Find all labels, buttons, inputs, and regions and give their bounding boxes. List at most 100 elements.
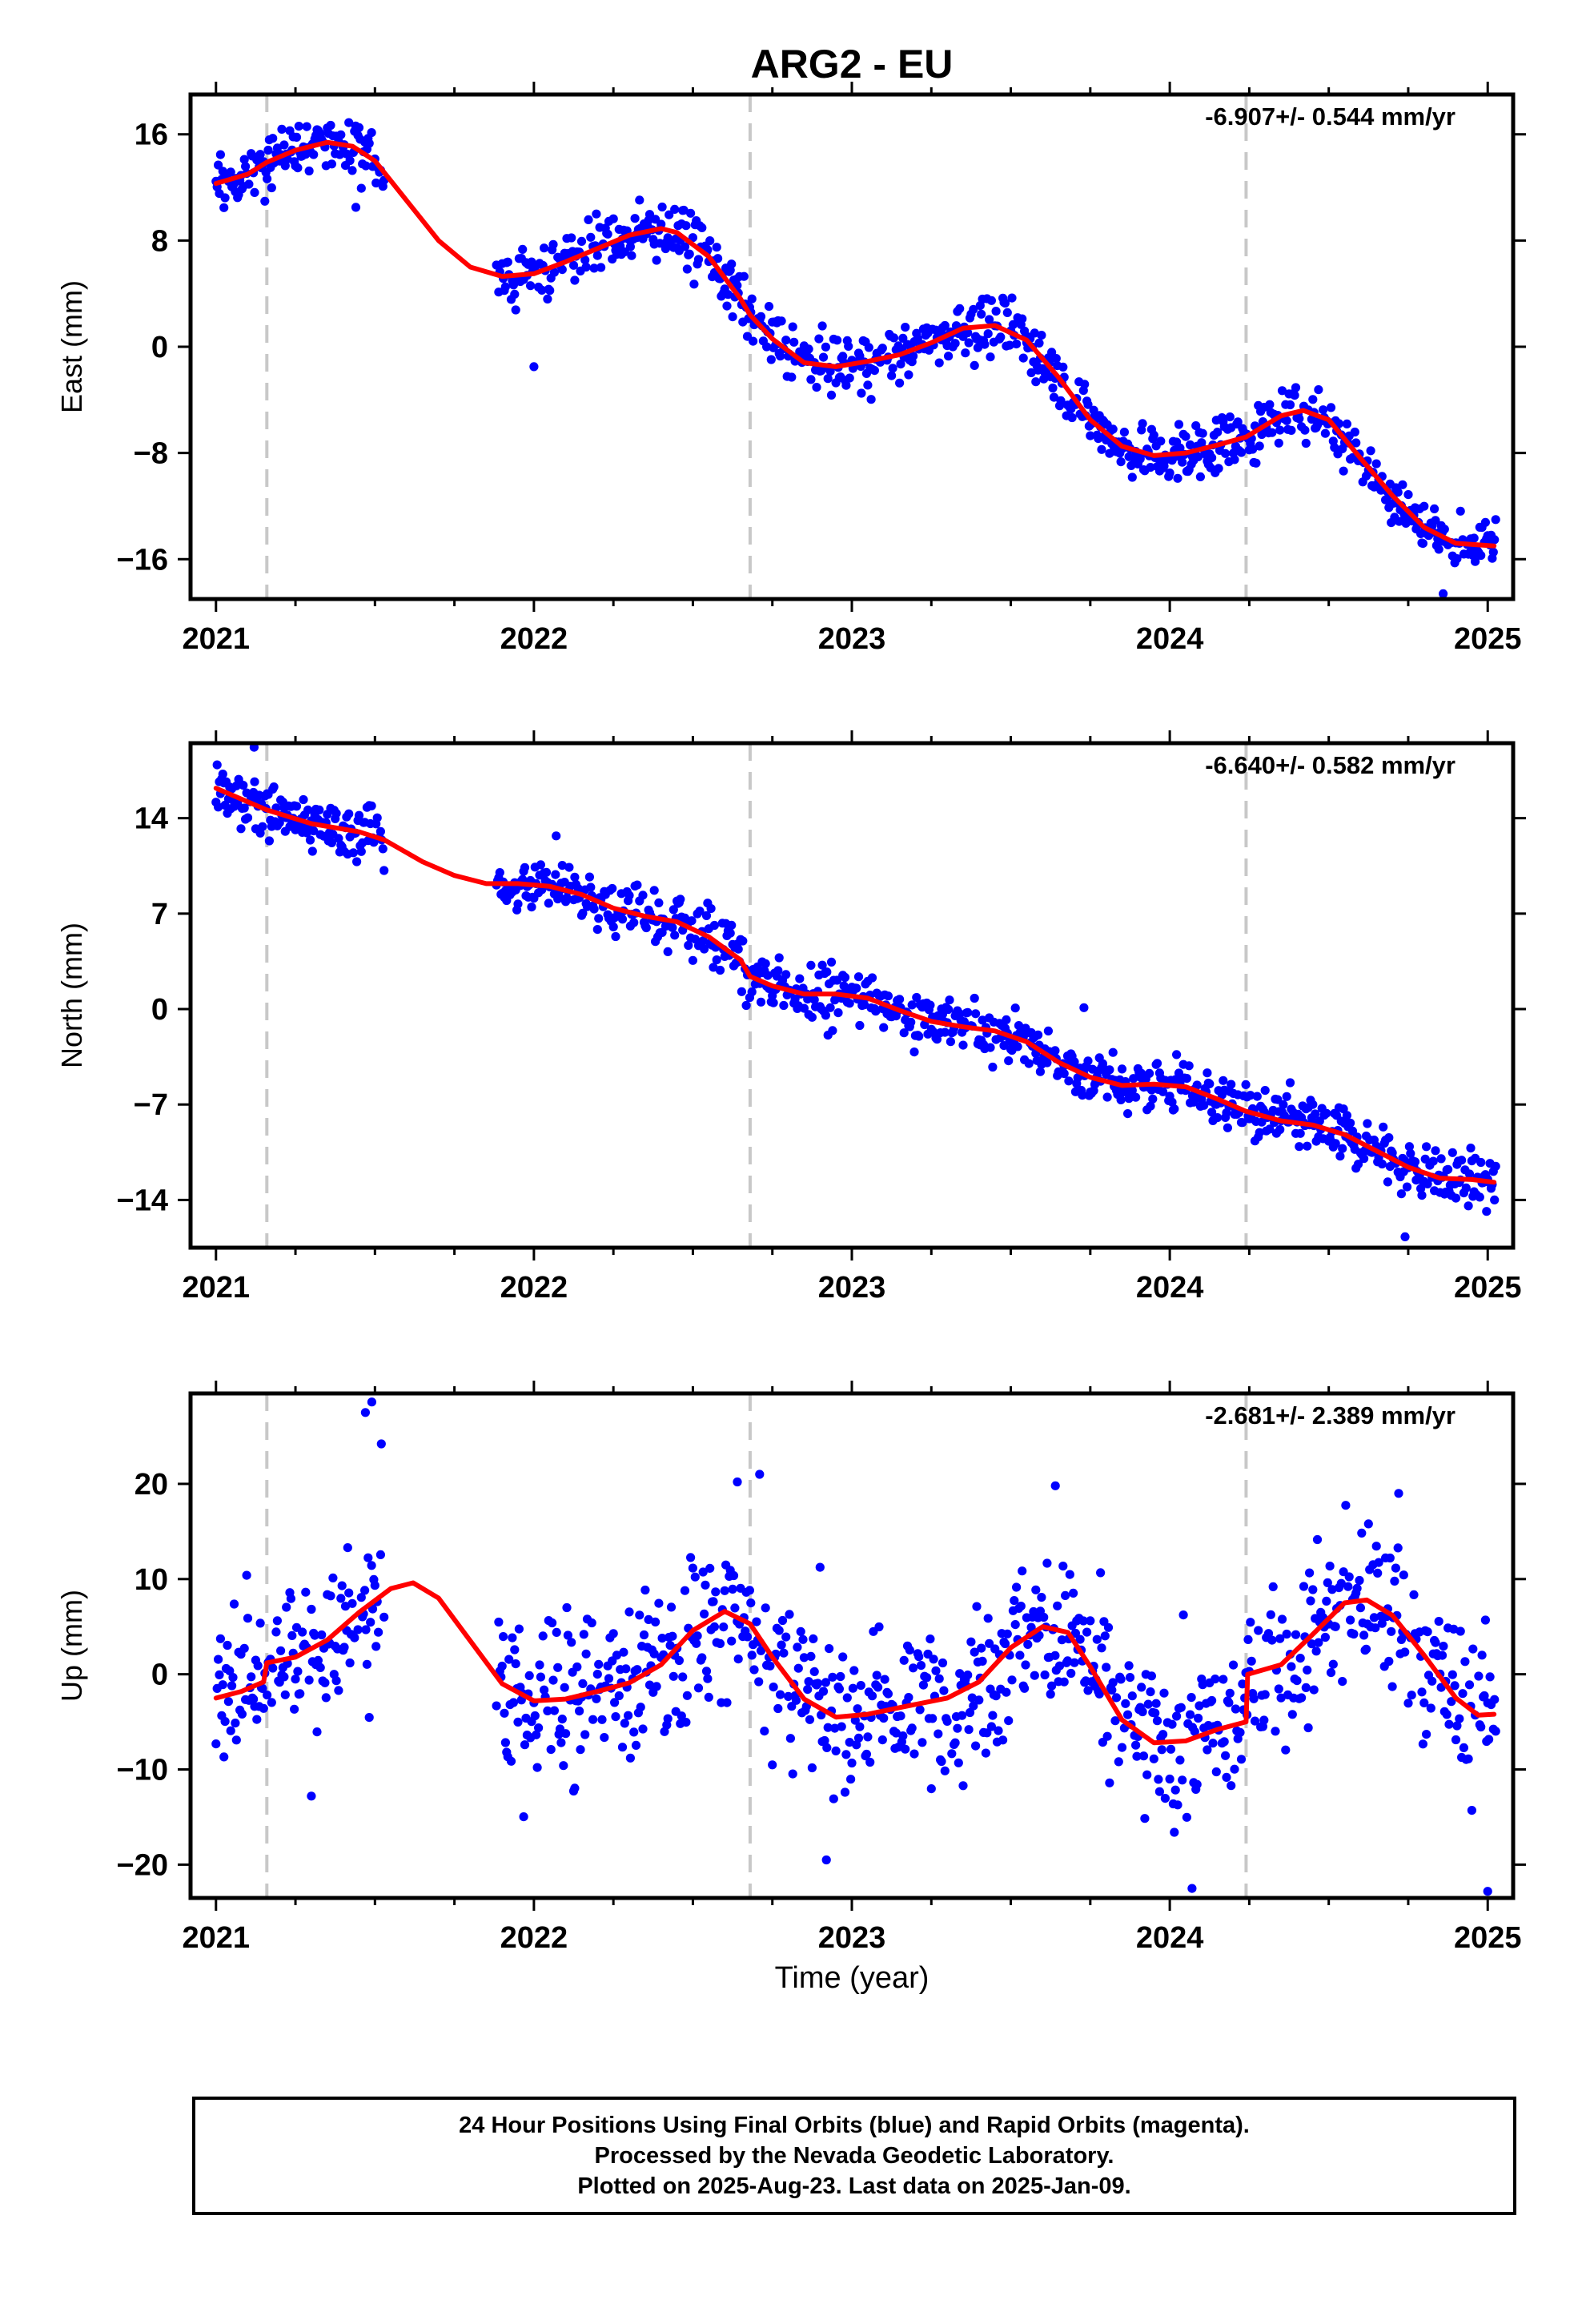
data-point (1319, 405, 1328, 415)
data-point (1353, 1160, 1363, 1169)
data-point (337, 1581, 347, 1590)
data-point (536, 860, 546, 870)
data-point (991, 1691, 1001, 1701)
data-point (570, 872, 580, 882)
data-point (1299, 1582, 1309, 1591)
data-point (841, 1750, 851, 1759)
data-point (511, 305, 520, 315)
data-point (1342, 1111, 1351, 1120)
data-point (994, 1726, 1003, 1735)
data-point (983, 329, 993, 339)
data-point (625, 242, 636, 251)
data-point (840, 972, 850, 983)
data-point (837, 1722, 846, 1731)
data-point (1456, 1626, 1465, 1636)
data-point (730, 1603, 740, 1613)
data-point (1051, 354, 1061, 364)
data-point (704, 1692, 713, 1702)
data-point (291, 802, 302, 811)
data-point (1300, 425, 1310, 435)
data-point (641, 923, 651, 933)
data-point (537, 285, 547, 295)
data-point (347, 166, 357, 175)
data-point (1274, 438, 1283, 448)
data-point (567, 1638, 576, 1647)
data-point (1423, 1627, 1432, 1637)
data-point (1149, 1754, 1158, 1763)
data-point (1311, 1647, 1321, 1656)
data-point (1355, 1603, 1365, 1613)
data-point (1326, 403, 1336, 412)
data-point (785, 1610, 794, 1619)
data-point (1042, 1558, 1052, 1568)
data-point (1301, 438, 1311, 448)
data-point (737, 987, 747, 996)
data-point (1426, 1703, 1435, 1713)
data-point (1361, 1644, 1371, 1654)
data-point (1138, 1707, 1147, 1717)
data-point (651, 1617, 661, 1626)
data-point (321, 1693, 331, 1703)
data-point (652, 255, 661, 265)
data-point (1339, 466, 1348, 476)
data-point (307, 1604, 316, 1614)
data-point (379, 1612, 389, 1622)
data-point (1062, 1656, 1073, 1666)
data-point (268, 134, 278, 143)
data-point (250, 187, 259, 197)
data-point (977, 309, 986, 319)
data-point (276, 1646, 286, 1655)
data-point (1325, 1562, 1335, 1571)
data-point (1331, 1139, 1340, 1148)
data-point (1152, 1716, 1162, 1726)
data-point (844, 341, 853, 351)
data-point (727, 259, 737, 269)
data-point (344, 118, 354, 127)
data-point (1166, 1744, 1176, 1754)
data-point (298, 1627, 307, 1637)
data-point (947, 1749, 957, 1759)
data-point (620, 1719, 629, 1728)
data-point (1138, 1751, 1149, 1761)
data-point (367, 1561, 376, 1570)
data-point (363, 1553, 373, 1562)
data-point (1384, 1133, 1394, 1143)
data-point (580, 255, 590, 265)
fit-line-up (213, 1580, 1497, 1746)
data-point (684, 940, 693, 951)
data-point (1184, 1061, 1194, 1071)
data-point (1338, 1144, 1347, 1153)
data-point (679, 205, 689, 215)
data-point (733, 1655, 743, 1664)
data-point (1213, 428, 1223, 437)
data-point (1246, 1618, 1255, 1627)
data-point (1387, 1626, 1396, 1636)
data-point (214, 160, 223, 170)
data-point (686, 208, 696, 218)
data-point (977, 1643, 986, 1653)
data-point (1073, 1073, 1082, 1083)
data-point (271, 1627, 281, 1637)
data-point (756, 997, 766, 1007)
data-point (898, 333, 908, 343)
data-point (344, 809, 354, 818)
data-point (1458, 1689, 1468, 1699)
data-point (379, 866, 389, 875)
data-point (998, 1735, 1008, 1745)
data-point (940, 320, 950, 331)
data-point (244, 179, 254, 189)
data-point (905, 1645, 914, 1655)
data-point (906, 1017, 916, 1027)
data-point (853, 972, 864, 982)
data-point (631, 1740, 641, 1750)
data-point (617, 1743, 628, 1752)
data-point (587, 1618, 596, 1628)
data-point (1331, 1622, 1340, 1631)
data-point (1170, 1785, 1180, 1795)
data-point (639, 1630, 649, 1640)
data-point (768, 1760, 777, 1770)
data-points-east (211, 118, 1500, 599)
data-point (877, 344, 887, 353)
y-tick-label: −10 (117, 1754, 168, 1787)
data-point (282, 1602, 291, 1612)
